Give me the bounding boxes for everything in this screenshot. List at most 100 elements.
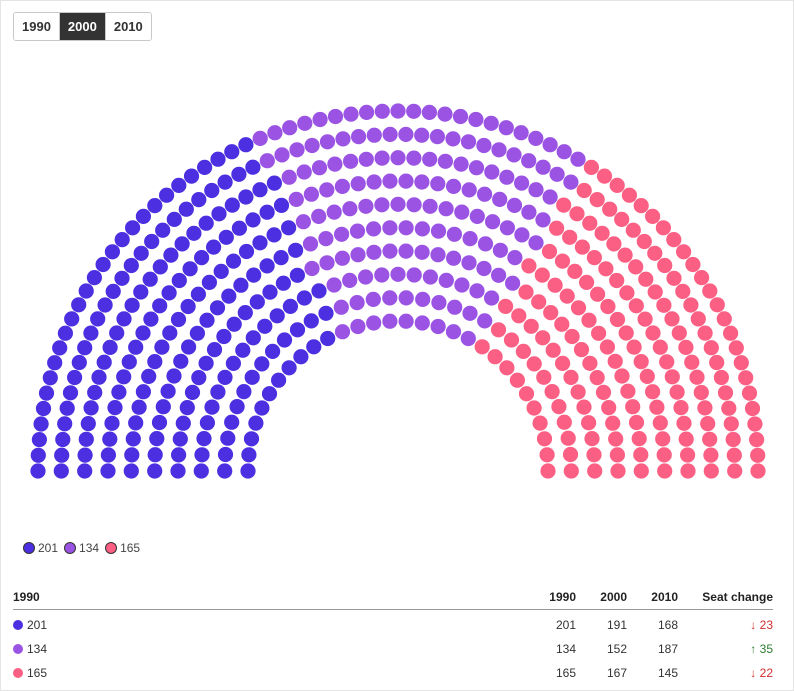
seat-dot (183, 168, 200, 184)
tab-2010[interactable]: 2010 (105, 13, 151, 40)
seat-dot (374, 267, 390, 283)
seat-dot (159, 187, 175, 203)
seat-dot (645, 208, 661, 224)
seat-dot (535, 330, 551, 346)
seat-change: ↓ 22 (750, 661, 773, 685)
seat-dot (236, 384, 252, 400)
seat-dot (683, 297, 699, 313)
seat-dot (135, 208, 151, 224)
seat-dot (499, 220, 515, 236)
seat-dot (655, 431, 671, 447)
seat-dot (652, 415, 668, 431)
seat-dot (342, 201, 358, 217)
seat-dot (576, 399, 592, 415)
seat-dot (474, 339, 490, 355)
seat-dot (540, 463, 556, 479)
seat-dot (241, 447, 257, 463)
seat-dot (318, 231, 334, 247)
seat-dot (304, 260, 320, 277)
seat-dot (42, 370, 58, 386)
seat-dot (468, 111, 484, 128)
seat-dot (697, 325, 713, 341)
seat-dot (229, 399, 245, 415)
seat-dot (421, 104, 437, 120)
seat-dot (598, 261, 614, 277)
seat-dot (265, 343, 281, 359)
seat-dot (445, 324, 462, 340)
seat-dot (350, 247, 366, 263)
seat-dot (123, 257, 139, 274)
seat-dot (171, 272, 187, 289)
seat-dot (570, 151, 586, 167)
seat-dot (709, 354, 725, 371)
seat-dot (365, 291, 381, 307)
seat-dot (147, 198, 163, 214)
seat-dot (586, 447, 602, 463)
seat-dot (199, 312, 215, 328)
seat-dot (617, 247, 633, 263)
seat-dot (414, 127, 430, 143)
seat-dot (374, 150, 390, 166)
seat-dot (671, 325, 687, 341)
arrow-down-icon: ↓ (750, 666, 757, 680)
seat-dot (38, 385, 55, 401)
seat-dot (398, 290, 414, 306)
seat-dot (547, 277, 563, 293)
seat-dot (240, 463, 256, 479)
seat-dot (125, 220, 141, 236)
seat-dot (245, 212, 261, 228)
seat-dot (343, 153, 359, 169)
seat-dot (609, 177, 625, 193)
seat-dot (559, 288, 575, 304)
seat-dot (296, 164, 312, 180)
party-dot (13, 644, 23, 654)
seat-dot (430, 318, 446, 335)
seat-dot (562, 446, 579, 463)
seat-change: ↑ 35 (750, 637, 773, 661)
seat-dot (297, 115, 313, 131)
seat-dot (374, 103, 390, 119)
seat-dot (563, 369, 579, 385)
seat-dot (469, 208, 485, 224)
seat-dot (204, 399, 220, 415)
seat-dot (513, 125, 529, 141)
seat-dot (573, 342, 590, 358)
seat-dot (350, 318, 366, 335)
header-label: 1990 (13, 590, 40, 604)
parliament-chart (30, 103, 766, 479)
seat-dot (262, 284, 278, 300)
value-2000: 167 (606, 666, 627, 680)
seat-dot (526, 356, 542, 372)
seat-dot (398, 126, 414, 142)
seat-dot (628, 414, 645, 431)
seat-dot (453, 156, 469, 172)
seat-dot (342, 272, 358, 288)
seat-dot (398, 173, 414, 189)
seat-dot (289, 267, 305, 283)
seat-dot (541, 243, 558, 260)
seat-dot (618, 325, 634, 341)
tab-2000[interactable]: 2000 (59, 13, 106, 40)
seat-dot (452, 108, 469, 125)
seat-dot (390, 103, 406, 119)
seat-dot (67, 369, 83, 386)
seat-dot (304, 137, 320, 154)
seat-dot (303, 313, 319, 329)
seat-dot (647, 284, 663, 300)
seat-dot (213, 263, 229, 279)
seat-dot (514, 175, 530, 191)
seat-dot (750, 463, 766, 479)
seat-dot (303, 186, 319, 202)
seat-dot (210, 384, 226, 400)
seat-dot (319, 134, 336, 150)
seat-dot (659, 354, 675, 370)
seat-dot (518, 284, 534, 300)
seat-dot (398, 243, 414, 259)
seat-dot (152, 298, 168, 314)
seat-dot (225, 253, 242, 269)
seat-dot (282, 298, 298, 314)
tab-1990[interactable]: 1990 (14, 13, 60, 40)
party-name: 134 (27, 642, 48, 656)
seat-dot (609, 272, 625, 289)
seat-dot (694, 270, 710, 286)
